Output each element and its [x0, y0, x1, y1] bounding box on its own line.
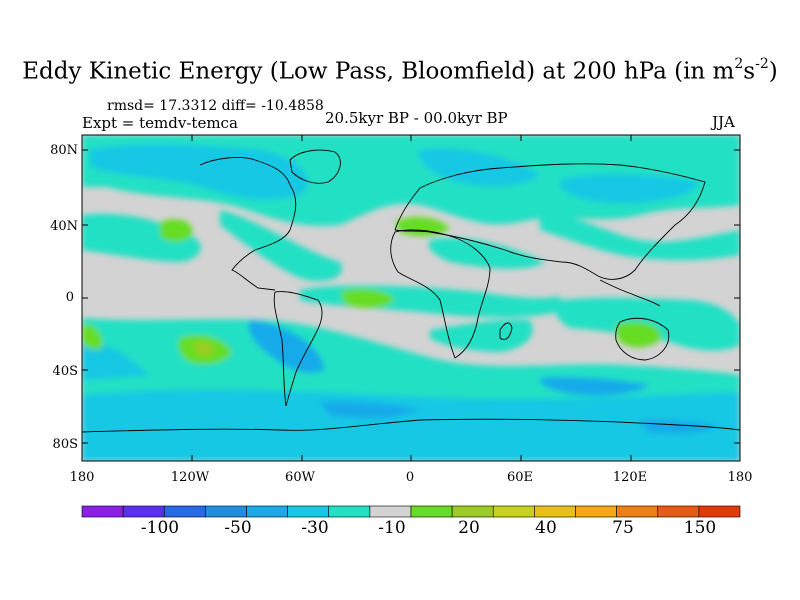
colorbar-box-12 [575, 505, 617, 518]
lat-tick-40n: 40N [50, 219, 78, 234]
coastlines [82, 149, 740, 433]
coast-madagascar [499, 322, 513, 340]
lon-tick-60w: 60W [285, 470, 315, 485]
lat-tick-80n: 80N [50, 143, 78, 158]
field-green-australia [615, 321, 662, 348]
coast-antarctica [82, 418, 740, 433]
colorbar [81, 505, 741, 518]
colorbar-box-3 [205, 505, 247, 518]
lon-tick-120w: 120W [170, 470, 210, 485]
field-spac-blue [640, 419, 720, 434]
lon-tick-0: 0 [405, 470, 415, 485]
coast-eurasia [394, 163, 706, 280]
lat-tick-80s: 80S [52, 437, 78, 452]
coast-maritime-continent [599, 279, 661, 307]
field-npacific [82, 213, 201, 262]
colorbar-box-11 [534, 505, 576, 518]
colorbar-box-9 [451, 505, 494, 518]
lon-tick-180w: 180 [69, 470, 95, 485]
period-label: 20.5kyr BP - 00.0kyr BP [325, 109, 508, 127]
field-green-spac-w [82, 324, 103, 350]
colorbar-label-minus10: -10 [378, 518, 406, 538]
field-spacific-w [82, 340, 150, 380]
colorbar-box-10 [492, 505, 535, 518]
coast-south-america-west [273, 291, 287, 407]
colorbar-box-0 [81, 505, 124, 518]
field-south-cyan [82, 389, 740, 461]
field-samerica-blue [248, 320, 325, 373]
tick-marks [82, 135, 740, 461]
coast-australia [615, 317, 670, 361]
colorbar-label-20: 20 [458, 518, 480, 538]
experiment-label: Expt = temdv-temca [82, 114, 238, 132]
field-satl-blue [320, 401, 420, 419]
field-green-npac [160, 219, 193, 242]
coast-north-america [199, 157, 297, 291]
lon-tick-180e: 180 [727, 470, 753, 485]
chart-title: Eddy Kinetic Energy (Low Pass, Bloomfiel… [22, 56, 778, 85]
season-label: JJA [712, 113, 735, 131]
colorbar-label-minus100: -100 [140, 518, 180, 538]
colorbar-box-5 [287, 505, 330, 518]
contour-field [82, 135, 740, 461]
colorbar-box-2 [163, 505, 206, 518]
coast-greenland [289, 149, 341, 184]
field-npac-cyan [90, 144, 308, 200]
colorbar-box-6 [328, 505, 371, 518]
field-mideast [428, 238, 545, 269]
colorbar-label-150: 150 [683, 518, 717, 538]
lon-tick-60e: 60E [506, 470, 534, 485]
colorbar-box-8 [410, 505, 453, 518]
colorbar-label-75: 75 [612, 518, 634, 538]
lat-tick-40s: 40S [52, 364, 78, 379]
colorbar-box-14 [657, 505, 700, 518]
colorbar-box-13 [616, 505, 659, 518]
lat-tick-0: 0 [65, 290, 74, 305]
field-safrica [430, 319, 533, 352]
colorbar-box-4 [246, 505, 288, 518]
field-asia-wave [540, 214, 740, 261]
colorbar-label-minus30: -30 [301, 518, 329, 538]
colorbar-label-minus50: -50 [224, 518, 252, 538]
coast-africa [390, 229, 491, 359]
field-sindian-blue [539, 377, 650, 396]
field-siberia-cyan [559, 174, 700, 204]
field-natlantic [220, 210, 342, 282]
stats-text: rmsd= 17.3312 diff= -10.4858 [107, 98, 324, 114]
coast-south-america-east [274, 291, 323, 407]
colorbar-label-40: 40 [535, 518, 557, 538]
field-yellowgreen-spac [195, 341, 215, 356]
colorbar-box-15 [698, 505, 741, 518]
colorbar-box-1 [122, 505, 165, 518]
lon-tick-120e: 120E [612, 470, 648, 485]
colorbar-box-7 [369, 505, 412, 518]
field-green-tropatl [340, 288, 395, 309]
